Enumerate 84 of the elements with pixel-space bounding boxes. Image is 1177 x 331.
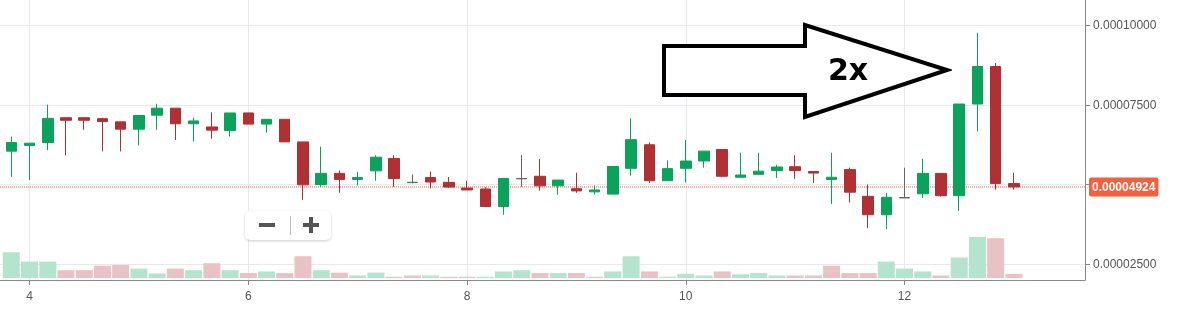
x-tick-label: 12: [897, 289, 912, 303]
candlestick: [571, 172, 582, 194]
bar: [330, 272, 348, 278]
y-tick-label: 0.00010000: [1093, 18, 1157, 33]
candlestick: [243, 112, 254, 125]
y-tick-label: 0.00007500: [1093, 98, 1157, 112]
candlestick: [917, 158, 929, 199]
candlestick: [42, 104, 54, 151]
candlestick: [498, 178, 509, 216]
candlestick: [516, 154, 527, 188]
candlestick: [862, 184, 874, 229]
candlestick: [552, 179, 564, 196]
bar: [203, 263, 221, 278]
candlestick: [607, 165, 619, 195]
candlestick: [78, 117, 90, 131]
x-tick-label: 10: [679, 289, 693, 303]
bar: [166, 268, 184, 278]
bar: [640, 271, 658, 278]
candlestick: [170, 107, 181, 141]
bar: [549, 273, 567, 278]
candlestick: [935, 172, 947, 198]
candlestick: [461, 180, 473, 191]
candlestick: [953, 103, 965, 212]
ref-line-label: 0.00004924: [1092, 179, 1156, 194]
bar: [531, 273, 549, 278]
bar: [604, 271, 622, 278]
candlestick: [1008, 172, 1020, 191]
bar: [258, 271, 276, 278]
candlestick: [534, 158, 546, 192]
candlestick: [899, 167, 910, 199]
candlestick: [115, 121, 126, 152]
bar: [185, 270, 203, 278]
candlestick: [881, 192, 892, 230]
candlestick: [662, 159, 673, 182]
candlestick: [698, 150, 710, 169]
candlestick: [407, 173, 418, 184]
candlestick: [388, 154, 400, 188]
candlestick: [60, 117, 72, 156]
candlestick: [753, 152, 764, 175]
candlestick: [771, 164, 783, 179]
annotation: 2x: [828, 52, 869, 87]
candlestick: [133, 115, 145, 146]
candlestick: [425, 171, 436, 189]
y-tick-label: 0.00002500: [1093, 257, 1157, 272]
candlestick: [589, 185, 600, 195]
candlestick: [735, 152, 746, 178]
candlestick: [990, 62, 1001, 191]
candlestick: [443, 176, 455, 189]
candlestick: [334, 170, 345, 194]
candlestick: [315, 146, 327, 188]
candlestick: [206, 111, 218, 140]
candlestick: [789, 154, 801, 180]
candlestick: [188, 117, 199, 143]
candlestick: [826, 152, 837, 205]
candlestick: [279, 118, 290, 143]
candlestick: [6, 136, 17, 178]
candlestick: [844, 167, 856, 203]
candlestick: [261, 118, 272, 134]
candlestick: [352, 171, 363, 186]
candlestick: [151, 103, 163, 131]
bar: [221, 270, 239, 278]
x-tick-label: 4: [26, 289, 34, 303]
candlestick: [808, 171, 819, 184]
candlestick: [297, 141, 309, 201]
x-tick-label: 6: [244, 289, 252, 303]
bar: [57, 270, 75, 278]
candlestick: [716, 149, 728, 178]
candlestick: [625, 117, 637, 177]
candlestick: [680, 139, 692, 183]
candlestick: [24, 142, 35, 181]
candlestick: [644, 142, 655, 184]
bar: [312, 270, 330, 278]
bar: [148, 273, 166, 278]
candlestick: [224, 112, 236, 137]
candlestick: [370, 154, 382, 182]
bar: [239, 273, 257, 278]
x-tick-label: 8: [463, 289, 471, 303]
bar: [713, 271, 731, 278]
bar: [859, 273, 877, 278]
candlestick: [480, 186, 491, 208]
bar: [622, 256, 640, 278]
candlestick: [97, 117, 108, 152]
bar: [130, 268, 148, 278]
candlestick: [972, 32, 983, 132]
